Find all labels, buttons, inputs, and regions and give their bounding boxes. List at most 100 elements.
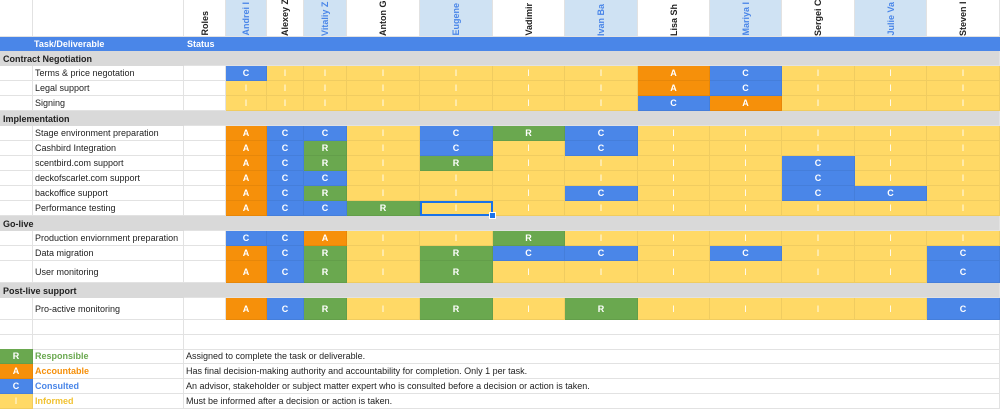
raci-cell-c[interactable]: C bbox=[420, 141, 493, 156]
raci-cell-i[interactable]: I bbox=[638, 261, 710, 283]
raci-cell-c[interactable]: C bbox=[304, 126, 347, 141]
raci-cell-c[interactable]: C bbox=[493, 246, 565, 261]
raci-cell-i[interactable]: I bbox=[927, 201, 1000, 216]
raci-cell-c[interactable]: C bbox=[927, 298, 1000, 320]
person-header[interactable]: Vitaliy Z bbox=[304, 0, 347, 37]
raci-cell-i[interactable]: I bbox=[710, 156, 782, 171]
status-cell[interactable] bbox=[184, 96, 226, 111]
raci-cell-i[interactable]: I bbox=[304, 96, 347, 111]
raci-cell-i[interactable]: I bbox=[347, 261, 420, 283]
raci-cell-i[interactable]: I bbox=[927, 186, 1000, 201]
person-header[interactable]: Eugene bbox=[420, 0, 493, 37]
raci-cell-i[interactable]: I bbox=[565, 96, 638, 111]
task-name-cell[interactable]: User monitoring bbox=[33, 261, 184, 283]
raci-cell-i[interactable]: I bbox=[565, 231, 638, 246]
raci-cell-c[interactable]: C bbox=[710, 66, 782, 81]
raci-cell-c[interactable]: C bbox=[267, 156, 304, 171]
row-gutter[interactable] bbox=[0, 126, 33, 141]
raci-cell-r[interactable]: R bbox=[304, 261, 347, 283]
raci-cell-i[interactable]: I bbox=[782, 96, 855, 111]
raci-cell-i[interactable]: I bbox=[493, 156, 565, 171]
raci-cell-i[interactable]: I bbox=[855, 298, 927, 320]
raci-cell-i[interactable]: I bbox=[347, 66, 420, 81]
raci-cell-a[interactable]: A bbox=[226, 171, 267, 186]
legend-desc-cell[interactable]: Must be informed after a decision or act… bbox=[184, 394, 1000, 409]
raci-cell-i[interactable]: I bbox=[638, 186, 710, 201]
raci-cell-r[interactable]: R bbox=[304, 156, 347, 171]
raci-cell-c[interactable]: C bbox=[226, 66, 267, 81]
raci-cell-i[interactable]: I bbox=[855, 231, 927, 246]
raci-cell-c[interactable]: C bbox=[782, 156, 855, 171]
raci-cell-r[interactable]: R bbox=[347, 201, 420, 216]
raci-cell-c[interactable]: C bbox=[267, 246, 304, 261]
raci-cell-i[interactable]: I bbox=[267, 66, 304, 81]
task-name-cell[interactable]: Production enviornment preparation bbox=[33, 231, 184, 246]
task-name-cell[interactable]: Signing bbox=[33, 96, 184, 111]
raci-cell-a[interactable]: A bbox=[226, 126, 267, 141]
status-cell[interactable] bbox=[184, 231, 226, 246]
raci-cell-c[interactable]: C bbox=[565, 126, 638, 141]
legend-desc-cell[interactable]: Assigned to complete the task or deliver… bbox=[184, 349, 1000, 364]
legend-code-cell[interactable]: C bbox=[0, 379, 33, 394]
person-header[interactable]: Julie Va bbox=[855, 0, 927, 37]
empty-cell[interactable] bbox=[33, 335, 184, 350]
cell-selection[interactable] bbox=[420, 201, 493, 216]
raci-cell-i[interactable]: I bbox=[347, 298, 420, 320]
raci-cell-i[interactable]: I bbox=[782, 201, 855, 216]
raci-cell-i[interactable]: I bbox=[782, 261, 855, 283]
raci-cell-i[interactable]: I bbox=[420, 81, 493, 96]
row-gutter[interactable] bbox=[0, 298, 33, 320]
raci-cell-i[interactable]: I bbox=[927, 141, 1000, 156]
raci-cell-i[interactable]: I bbox=[927, 231, 1000, 246]
status-cell[interactable] bbox=[184, 66, 226, 81]
row-gutter[interactable] bbox=[0, 246, 33, 261]
raci-cell-i[interactable]: I bbox=[304, 81, 347, 96]
raci-cell-i[interactable]: I bbox=[347, 96, 420, 111]
raci-cell-i[interactable]: I bbox=[855, 66, 927, 81]
raci-cell-i[interactable]: I bbox=[855, 96, 927, 111]
raci-cell-i[interactable]: I bbox=[782, 66, 855, 81]
person-header[interactable]: Alexey Z bbox=[267, 0, 304, 37]
raci-cell-r[interactable]: R bbox=[304, 186, 347, 201]
status-header[interactable]: Status bbox=[184, 37, 226, 51]
person-header[interactable]: Sergei C bbox=[782, 0, 855, 37]
raci-cell-r[interactable]: R bbox=[420, 156, 493, 171]
empty-cell[interactable] bbox=[33, 320, 184, 335]
raci-cell-i[interactable]: I bbox=[565, 261, 638, 283]
raci-cell-i[interactable]: I bbox=[493, 141, 565, 156]
raci-cell-i[interactable]: I bbox=[493, 298, 565, 320]
raci-cell-i[interactable]: I bbox=[782, 126, 855, 141]
person-header[interactable]: Vadimir bbox=[493, 0, 565, 37]
person-header[interactable]: Lisa Sh bbox=[638, 0, 710, 37]
raci-cell-r[interactable]: R bbox=[304, 141, 347, 156]
raci-cell-i[interactable]: I bbox=[347, 126, 420, 141]
raci-cell-i[interactable]: I bbox=[710, 298, 782, 320]
raci-cell-i[interactable]: I bbox=[782, 246, 855, 261]
raci-cell-c[interactable]: C bbox=[267, 171, 304, 186]
raci-cell-i[interactable]: I bbox=[638, 141, 710, 156]
raci-cell-c[interactable]: C bbox=[927, 246, 1000, 261]
raci-cell-i[interactable]: I bbox=[420, 231, 493, 246]
row-gutter[interactable] bbox=[0, 201, 33, 216]
raci-cell-a[interactable]: A bbox=[226, 156, 267, 171]
raci-cell-c[interactable]: C bbox=[565, 186, 638, 201]
row-gutter[interactable] bbox=[0, 66, 33, 81]
raci-cell-c[interactable]: C bbox=[710, 246, 782, 261]
status-cell[interactable] bbox=[184, 171, 226, 186]
raci-cell-i[interactable]: I bbox=[855, 201, 927, 216]
raci-cell-i[interactable]: I bbox=[855, 246, 927, 261]
legend-code-cell[interactable]: A bbox=[0, 364, 33, 379]
raci-cell-r[interactable]: R bbox=[420, 246, 493, 261]
raci-cell-i[interactable]: I bbox=[710, 186, 782, 201]
corner-cell[interactable] bbox=[0, 0, 33, 37]
raci-cell-i[interactable]: I bbox=[226, 81, 267, 96]
task-name-cell[interactable]: Pro-active monitoring bbox=[33, 298, 184, 320]
task-name-cell[interactable]: Legal support bbox=[33, 81, 184, 96]
person-header[interactable]: Ivan Ba bbox=[565, 0, 638, 37]
raci-cell-i[interactable]: I bbox=[855, 261, 927, 283]
raci-cell-i[interactable]: I bbox=[782, 81, 855, 96]
raci-cell-i[interactable]: I bbox=[493, 81, 565, 96]
raci-cell-i[interactable]: I bbox=[420, 66, 493, 81]
status-cell[interactable] bbox=[184, 201, 226, 216]
row-gutter[interactable] bbox=[0, 96, 33, 111]
